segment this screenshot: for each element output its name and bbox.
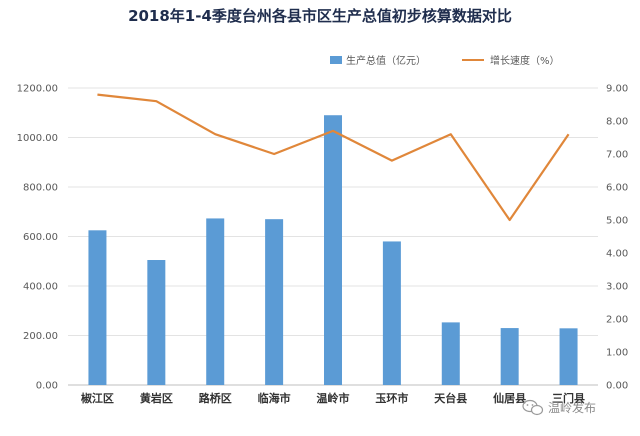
right-tick-label: 4.00 bbox=[606, 249, 628, 260]
right-tick-label: 5.00 bbox=[606, 216, 628, 227]
category-label: 路桥区 bbox=[199, 391, 232, 405]
left-tick-label: 1200.00 bbox=[17, 84, 58, 95]
line-series bbox=[97, 93, 570, 222]
right-tick-label: 7.00 bbox=[606, 150, 628, 161]
legend-label-line: 增长速度（%） bbox=[490, 54, 560, 67]
category-label: 临海市 bbox=[258, 391, 291, 405]
left-tick-label: 1000.00 bbox=[17, 133, 58, 144]
right-tick-label: 8.00 bbox=[606, 117, 628, 128]
left-tick-label: 600.00 bbox=[23, 232, 58, 243]
category-label: 仙居县 bbox=[493, 391, 526, 405]
bar bbox=[559, 328, 578, 385]
bar bbox=[441, 322, 460, 385]
legend: 生产总值（亿元） 增长速度（%） bbox=[330, 54, 560, 67]
chart-title: 2018年1-4季度台州各县市区生产总值初步核算数据对比 bbox=[128, 7, 512, 25]
left-tick-label: 400.00 bbox=[23, 282, 58, 293]
category-label: 黄岩区 bbox=[140, 391, 173, 405]
bar bbox=[88, 230, 107, 385]
category-labels: 椒江区 黄岩区 路桥区 临海市 温岭市 玉环市 天台县 仙居县 三门县 bbox=[81, 391, 585, 405]
category-label: 玉环市 bbox=[375, 391, 408, 405]
right-tick-label: 6.00 bbox=[606, 183, 628, 194]
right-tick-label: 3.00 bbox=[606, 282, 628, 293]
left-tick-label: 800.00 bbox=[23, 183, 58, 194]
bar bbox=[500, 328, 519, 385]
category-label: 椒江区 bbox=[81, 391, 114, 405]
category-label: 三门县 bbox=[552, 391, 585, 405]
wechat-icon bbox=[522, 399, 544, 416]
left-tick-label: 200.00 bbox=[23, 331, 58, 342]
right-tick-label: 0.00 bbox=[606, 381, 628, 392]
legend-swatch-bar bbox=[330, 56, 342, 64]
category-label: 温岭市 bbox=[317, 391, 350, 405]
bar-series bbox=[88, 115, 578, 385]
right-tick-label: 9.00 bbox=[606, 84, 628, 95]
bar bbox=[382, 241, 401, 385]
right-tick-label: 2.00 bbox=[606, 315, 628, 326]
left-axis-ticks: 0.00 200.00 400.00 600.00 800.00 1000.00 1200.… bbox=[17, 84, 58, 392]
right-tick-label: 1.00 bbox=[606, 348, 628, 359]
watermark-text: 温岭发布 bbox=[548, 400, 596, 415]
right-axis-ticks: 0.00 1.00 2.00 3.00 4.00 5.00 6.00 7.00 8.00 9.00 bbox=[606, 84, 628, 392]
category-label: 天台县 bbox=[434, 391, 467, 405]
bar bbox=[147, 260, 166, 385]
bar bbox=[206, 218, 225, 385]
watermark: 温岭发布 bbox=[522, 399, 596, 416]
left-tick-label: 0.00 bbox=[36, 381, 58, 392]
bar bbox=[324, 115, 342, 385]
bar bbox=[265, 219, 284, 385]
legend-label-bar: 生产总值（亿元） bbox=[346, 54, 426, 67]
